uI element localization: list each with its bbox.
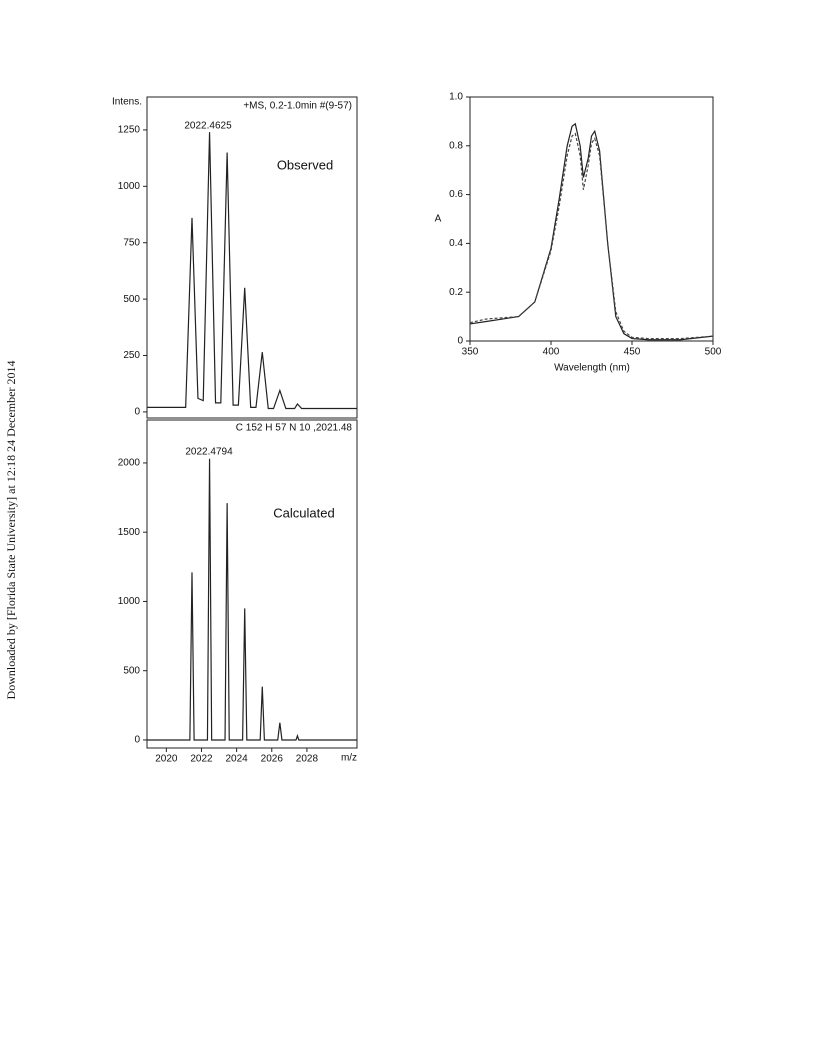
side-note: Downloaded by [Florida State University]… xyxy=(4,361,18,700)
y-tick-label: 0.4 xyxy=(449,238,463,249)
y-tick-label: 0.6 xyxy=(449,189,463,200)
y-axis-label: Intens. xyxy=(112,97,142,108)
y-tick-label: 0 xyxy=(457,336,463,347)
y-tick-label: 1000 xyxy=(118,181,141,192)
y-tick-label: 250 xyxy=(123,350,140,361)
y-axis-label: A xyxy=(435,214,442,225)
x-tick-label: 400 xyxy=(543,347,560,358)
y-tick-label: 500 xyxy=(123,294,140,305)
chart-title: +MS, 0.2-1.0min #(9-57) xyxy=(243,101,352,112)
x-axis-label: Wavelength (nm) xyxy=(554,363,630,374)
y-tick-label: 0 xyxy=(134,735,140,746)
y-tick-label: 0.8 xyxy=(449,140,463,151)
y-tick-label: 0.2 xyxy=(449,287,463,298)
y-tick-label: 0 xyxy=(134,407,140,418)
spectrum-line xyxy=(147,132,357,410)
x-tick-label: 2026 xyxy=(261,754,284,765)
x-tick-label: 350 xyxy=(462,347,479,358)
annotation: Observed xyxy=(277,157,333,172)
x-tick-label: 2020 xyxy=(155,754,178,765)
plot-frame xyxy=(469,96,714,342)
x-tick-label: 450 xyxy=(624,347,641,358)
x-axis-label: m/z xyxy=(341,753,357,764)
y-tick-label: 1.0 xyxy=(449,92,463,103)
spectrum-line xyxy=(469,132,714,340)
y-tick-label: 750 xyxy=(123,237,140,248)
spectrum-line xyxy=(147,458,357,741)
x-tick-label: 500 xyxy=(705,347,722,358)
annotation: Calculated xyxy=(273,505,334,520)
spectrum-line xyxy=(469,122,714,341)
annotation: 2022.4625 xyxy=(184,121,232,132)
y-tick-label: 1500 xyxy=(118,527,141,538)
annotation: 2022.4794 xyxy=(185,447,233,458)
x-tick-label: 2022 xyxy=(190,754,213,765)
x-tick-label: 2028 xyxy=(296,754,319,765)
y-tick-label: 1000 xyxy=(118,596,141,607)
plot-frame xyxy=(146,419,358,749)
y-tick-label: 2000 xyxy=(118,458,141,469)
chart-title: C 152 H 57 N 10 ,2021.48 xyxy=(236,423,353,434)
y-tick-label: 1250 xyxy=(118,125,141,136)
plot-frame xyxy=(146,96,358,419)
y-tick-label: 500 xyxy=(123,665,140,676)
x-tick-label: 2024 xyxy=(225,754,248,765)
